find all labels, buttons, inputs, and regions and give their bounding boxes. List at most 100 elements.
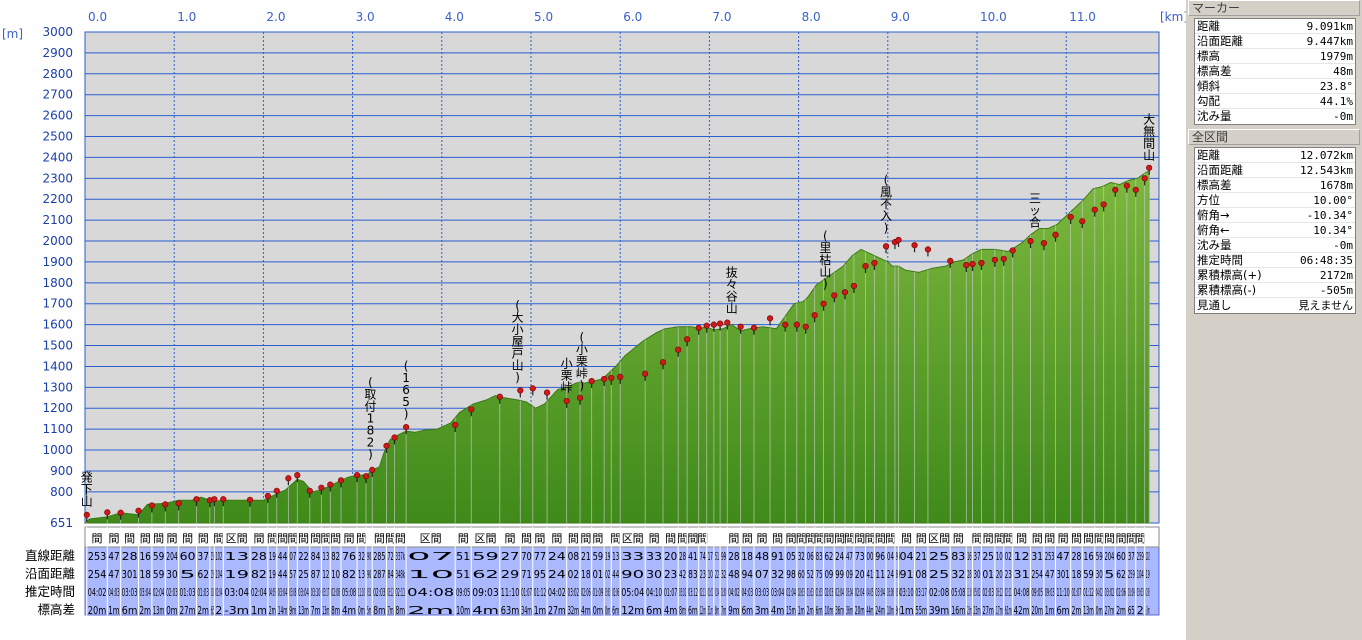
table-header-cell[interactable]: 間 [805,532,816,545]
table-header-cell[interactable]: 間 [592,532,603,545]
marker-pin[interactable] [793,321,800,328]
marker-pin[interactable] [576,394,584,401]
table-header-cell[interactable]: 間 [814,532,825,545]
marker-pin[interactable] [369,466,376,474]
table-header-cell[interactable]: 間 [108,532,119,545]
marker-pin[interactable] [924,246,932,253]
table-header-cell[interactable]: 間 [1094,532,1105,545]
marker-pin[interactable] [831,292,838,299]
table-header-cell[interactable]: 間 [458,532,469,545]
marker-pin[interactable] [850,282,858,290]
table-header-cell[interactable]: 間 [198,532,209,545]
marker-pin[interactable] [659,359,667,366]
table-header-cell[interactable]: 間 [534,532,545,545]
table-header-cell[interactable]: 間 [610,532,621,545]
marker-pin[interactable] [911,242,918,249]
marker-pin[interactable] [391,434,398,441]
table-header-cell[interactable]: 間 [267,532,278,545]
marker-pin[interactable] [1123,182,1130,189]
table-header-cell[interactable]: 間 [310,532,321,545]
table-header-cell[interactable]: 間 [1083,532,1094,545]
table-header-cell[interactable]: 間 [166,532,177,545]
table-header-cell[interactable]: 区間 [420,532,442,545]
table-header-cell[interactable]: 間 [972,532,983,545]
table-header-cell[interactable]: 区間 [475,532,497,545]
marker-pin[interactable] [766,315,774,322]
marker-pin[interactable] [543,389,551,396]
table-header-cell[interactable]: 間 [728,532,739,545]
table-header-cell[interactable]: 間 [834,532,845,545]
marker-pin[interactable] [737,323,744,330]
table-header-cell[interactable]: 間 [385,532,396,545]
marker-pin[interactable] [978,259,985,267]
marker-pin[interactable] [724,319,731,326]
marker-pin[interactable] [264,492,271,500]
marker-pin[interactable] [1091,206,1098,213]
marker-pin[interactable] [273,487,280,494]
marker-pin[interactable] [601,375,608,383]
table-header-cell[interactable]: 間 [253,532,264,545]
marker-pin[interactable] [1040,240,1047,247]
marker-pin[interactable] [895,236,902,244]
table-header-cell[interactable]: 間 [153,532,164,545]
marker-pin[interactable] [1100,201,1107,208]
marker-pin[interactable] [104,509,111,516]
marker-pin[interactable] [802,323,809,330]
marker-pin[interactable] [468,406,475,413]
marker-pin[interactable] [318,484,325,491]
marker-pin[interactable] [969,260,976,268]
marker-pin[interactable] [285,475,292,482]
marker-pin[interactable] [1146,164,1153,171]
table-header-cell[interactable]: 間 [1058,532,1069,545]
table-header-cell[interactable]: 間 [875,532,886,545]
marker-pin[interactable] [862,263,869,270]
marker-pin[interactable] [496,393,503,400]
marker-pin[interactable] [327,481,334,488]
profile-svg[interactable]: 0.0 1.0 2.0 3.0 4.0 5.0 6.0 7.0 8.0 9.0 10.0 11.0 [k… [0,0,1186,640]
marker-pin[interactable] [1067,213,1074,221]
marker-pin[interactable] [353,472,361,479]
marker-pin[interactable] [529,385,536,392]
marker-pin[interactable] [608,374,615,382]
marker-pin[interactable] [83,511,90,518]
table-header-cell[interactable]: 間 [551,532,562,545]
table-header-cell[interactable]: 間 [1016,532,1027,545]
marker-pin[interactable] [1079,218,1086,225]
marker-pin[interactable] [135,507,142,514]
marker-pin[interactable] [452,421,459,429]
table-header-cell[interactable]: 間 [1003,532,1014,545]
marker-pin[interactable] [403,423,410,431]
marker-pin[interactable] [871,259,878,267]
marker-pin[interactable] [820,300,827,307]
table-header-cell[interactable]: 間 [1116,532,1127,545]
marker-pin[interactable] [882,243,890,250]
marker-pin[interactable] [1052,231,1059,238]
marker-pin[interactable] [710,321,717,328]
marker-pin[interactable] [175,500,182,507]
table-header-cell[interactable]: 間 [1104,532,1115,545]
table-header-cell[interactable]: 間 [1135,532,1146,545]
table-header-cell[interactable]: 間 [953,532,964,545]
table-header-cell[interactable]: 間 [994,532,1005,545]
marker-pin[interactable] [841,289,849,296]
marker-pin[interactable] [1132,186,1139,193]
table-header-cell[interactable]: 間 [742,532,753,545]
table-header-cell[interactable]: 間 [983,532,994,545]
marker-pin[interactable] [306,487,313,494]
table-header-cell[interactable]: 間 [277,532,288,545]
table-header-cell[interactable]: 間 [320,532,331,545]
marker-pin[interactable] [717,320,724,327]
table-header-cell[interactable]: 間 [796,532,807,545]
elevation-profile-chart[interactable]: 0.0 1.0 2.0 3.0 4.0 5.0 6.0 7.0 8.0 9.0 10.0 11.0 [k… [0,0,1186,640]
marker-pin[interactable] [1027,237,1034,245]
table-header-cell[interactable]: 間 [757,532,768,545]
table-header-cell[interactable]: 間 [124,532,135,545]
table-header-cell[interactable]: 間 [885,532,896,545]
table-header-cell[interactable]: 間 [374,532,385,545]
marker-pin[interactable] [220,496,227,503]
table-header-cell[interactable]: 間 [786,532,797,545]
table-header-cell[interactable]: 間 [916,532,927,545]
table-header-cell[interactable]: 間 [356,532,367,545]
marker-pin[interactable] [683,336,691,343]
marker-pin[interactable] [337,477,345,484]
